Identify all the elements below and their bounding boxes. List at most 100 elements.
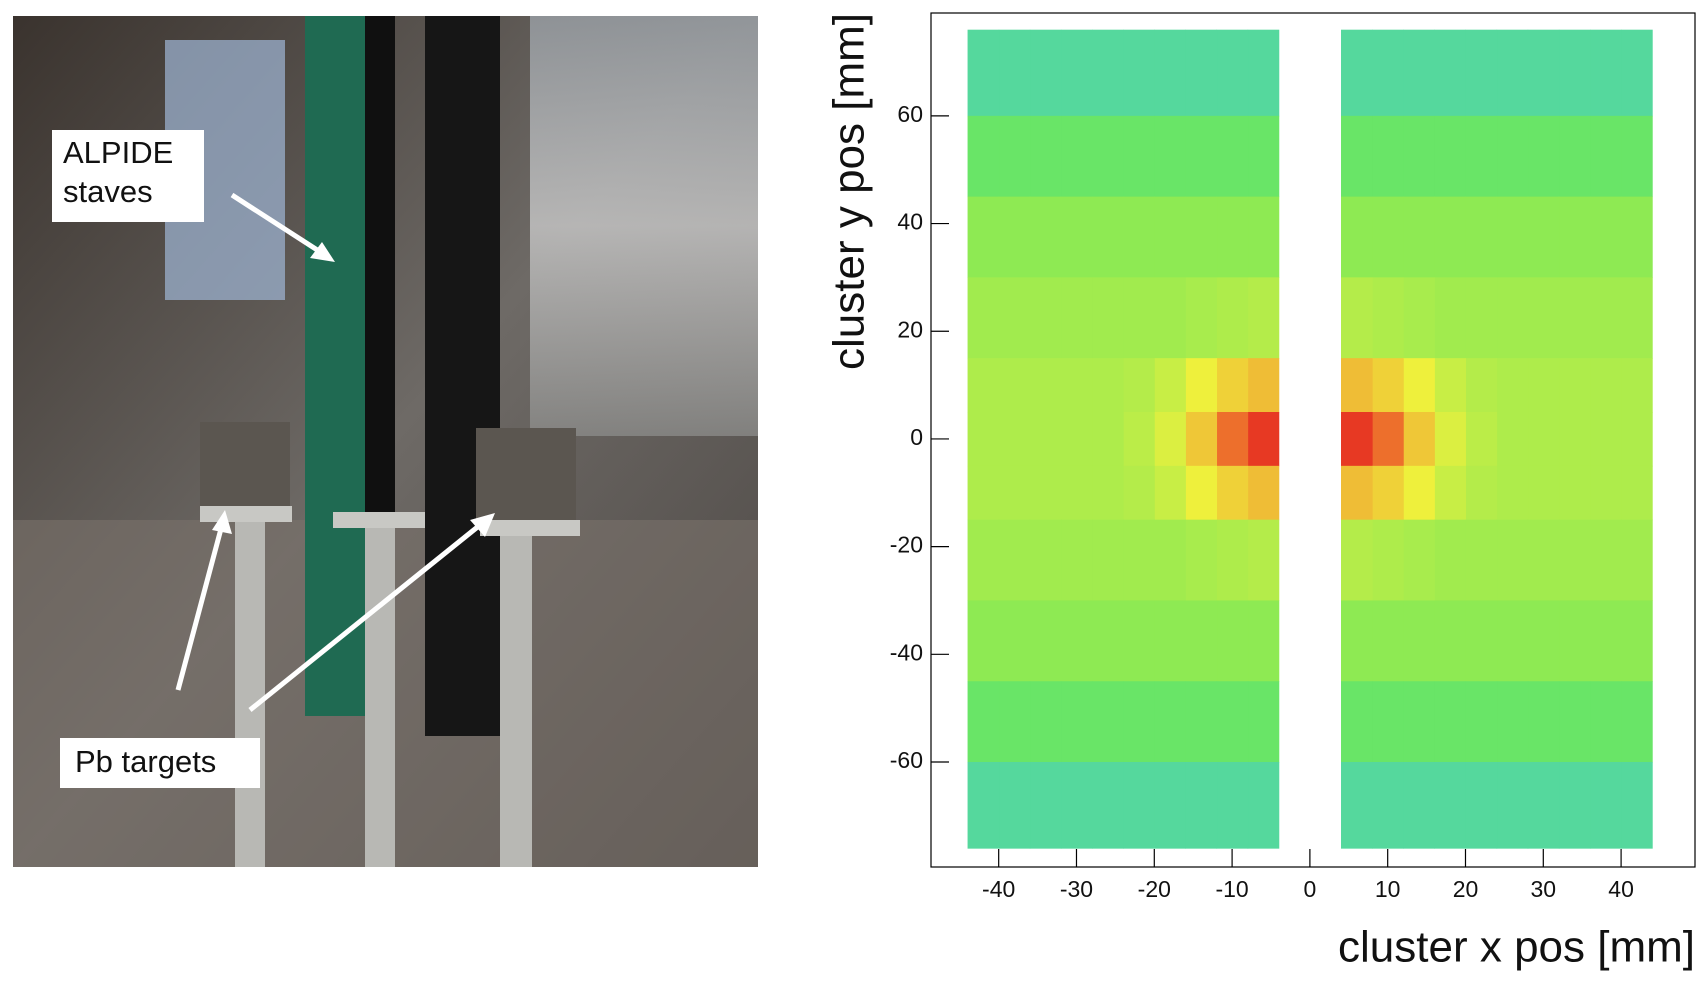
heatmap-cell (1060, 29, 1093, 117)
heatmap-cell (1527, 29, 1560, 117)
heatmap-cell (1403, 115, 1435, 198)
heatmap-cell (1527, 358, 1560, 413)
photo-label: Pb targets (75, 744, 216, 779)
heatmap-cell (1123, 600, 1155, 682)
heatmap-cell (1029, 762, 1062, 849)
heatmap-cell (1621, 412, 1653, 467)
heatmap-cell (1185, 412, 1218, 467)
y-tick-label: -20 (890, 532, 923, 558)
heatmap-cell (1060, 681, 1093, 763)
heatmap-cell (967, 115, 1000, 198)
heatmap-cell (1434, 412, 1466, 467)
heatmap-cell (1247, 277, 1280, 359)
heatmap-cell (1247, 115, 1280, 198)
heatmap-cell (1589, 762, 1622, 849)
black-stave (425, 16, 500, 736)
heatmap-cell (1589, 465, 1622, 521)
heatmap-cell (1185, 29, 1218, 117)
heatmap-cell (1465, 29, 1498, 117)
heatmap-cell (1216, 358, 1249, 413)
heatmap-cell (1496, 681, 1529, 763)
heatmap-cell (1558, 600, 1591, 682)
arrow-head (310, 242, 335, 262)
heatmap-cell (1029, 277, 1062, 359)
heatmap-cell (1029, 196, 1062, 278)
heatmap-cell (1341, 762, 1373, 849)
heatmap-cell (967, 358, 1000, 413)
heatmap-cell (1465, 600, 1498, 682)
heatmap-cell (1589, 681, 1622, 763)
heatmap-cell (967, 519, 1000, 601)
x-tick-label: 40 (1608, 876, 1634, 902)
heatmap-cell (1403, 519, 1435, 601)
heatmap-cell (998, 600, 1031, 682)
heatmap-cell (1123, 519, 1155, 601)
heatmap-cell (1247, 519, 1280, 601)
heatmap-cell (1216, 762, 1249, 849)
heatmap-cell (1372, 519, 1404, 601)
x-tick-label: -30 (1060, 876, 1093, 902)
heatmap-cell (1372, 29, 1404, 117)
heatmap-cell (967, 29, 1000, 117)
heatmap-cell (1372, 762, 1404, 849)
heatmap-cell (1092, 196, 1124, 278)
heatmap-cell (998, 277, 1031, 359)
photo: ALPIDE staves Pb targets (13, 16, 758, 867)
heatmap-cell (1527, 115, 1560, 198)
heatmap-cell (1589, 600, 1622, 682)
heatmap-cell (1496, 358, 1529, 413)
heatmap-cell (1341, 115, 1373, 198)
heatmap-cell (1465, 196, 1498, 278)
x-tick-label: 0 (1303, 876, 1316, 902)
heatmap-cell (1558, 196, 1591, 278)
heatmap-cell (1185, 600, 1218, 682)
heatmap-cell (1341, 519, 1373, 601)
stand-top (480, 520, 580, 536)
heatmap-cell (1154, 115, 1186, 198)
x-tick-label: 30 (1530, 876, 1556, 902)
heatmap-cell (1621, 277, 1653, 359)
heatmap-cell (1154, 681, 1186, 763)
heatmap-cell (1341, 29, 1373, 117)
heatmap-cell (1403, 29, 1435, 117)
arrow-head (212, 510, 232, 534)
heatmap-cell (1060, 412, 1093, 467)
heatmap-cell (1123, 465, 1155, 521)
heatmap-cell (1185, 762, 1218, 849)
heatmap-cell (1216, 196, 1249, 278)
x-tick-label: 10 (1375, 876, 1401, 902)
heatmap-cell (1060, 600, 1093, 682)
heatmap-cell (1372, 115, 1404, 198)
heatmap-cell (1216, 29, 1249, 117)
heatmap-cell (1558, 358, 1591, 413)
heatmap-cell (1496, 277, 1529, 359)
label-box (52, 130, 204, 222)
heatmap-cell (1589, 196, 1622, 278)
heatmap-cell (1372, 412, 1404, 467)
heatmap-cell (1496, 465, 1529, 521)
heatmap-cell (1403, 196, 1435, 278)
heatmap-cell (1465, 412, 1498, 467)
heatmap-cell (967, 412, 1000, 467)
heatmap-cell (1403, 465, 1435, 521)
heatmap-cell (1123, 358, 1155, 413)
heatmap-cell (1185, 115, 1218, 198)
arrow (248, 523, 482, 712)
heatmap-cell (1527, 681, 1560, 763)
heatmap-cell (1341, 277, 1373, 359)
heatmap-cell (967, 681, 1000, 763)
pb-target (200, 422, 290, 512)
photo-label: ALPIDE (63, 135, 173, 170)
heatmap-cell (1154, 412, 1186, 467)
heatmap-cell (1123, 762, 1155, 849)
heatmap-cell (1621, 196, 1653, 278)
heatmap-cell (1029, 465, 1062, 521)
heatmap-cell (1341, 465, 1373, 521)
heatmap-cell (1372, 681, 1404, 763)
heatmap-cell (1403, 762, 1435, 849)
heatmap-cell (1029, 412, 1062, 467)
heatmap-cell (1621, 681, 1653, 763)
y-tick-label: -60 (890, 747, 923, 773)
heatmap-cell (1621, 115, 1653, 198)
heatmap-cell (1341, 600, 1373, 682)
